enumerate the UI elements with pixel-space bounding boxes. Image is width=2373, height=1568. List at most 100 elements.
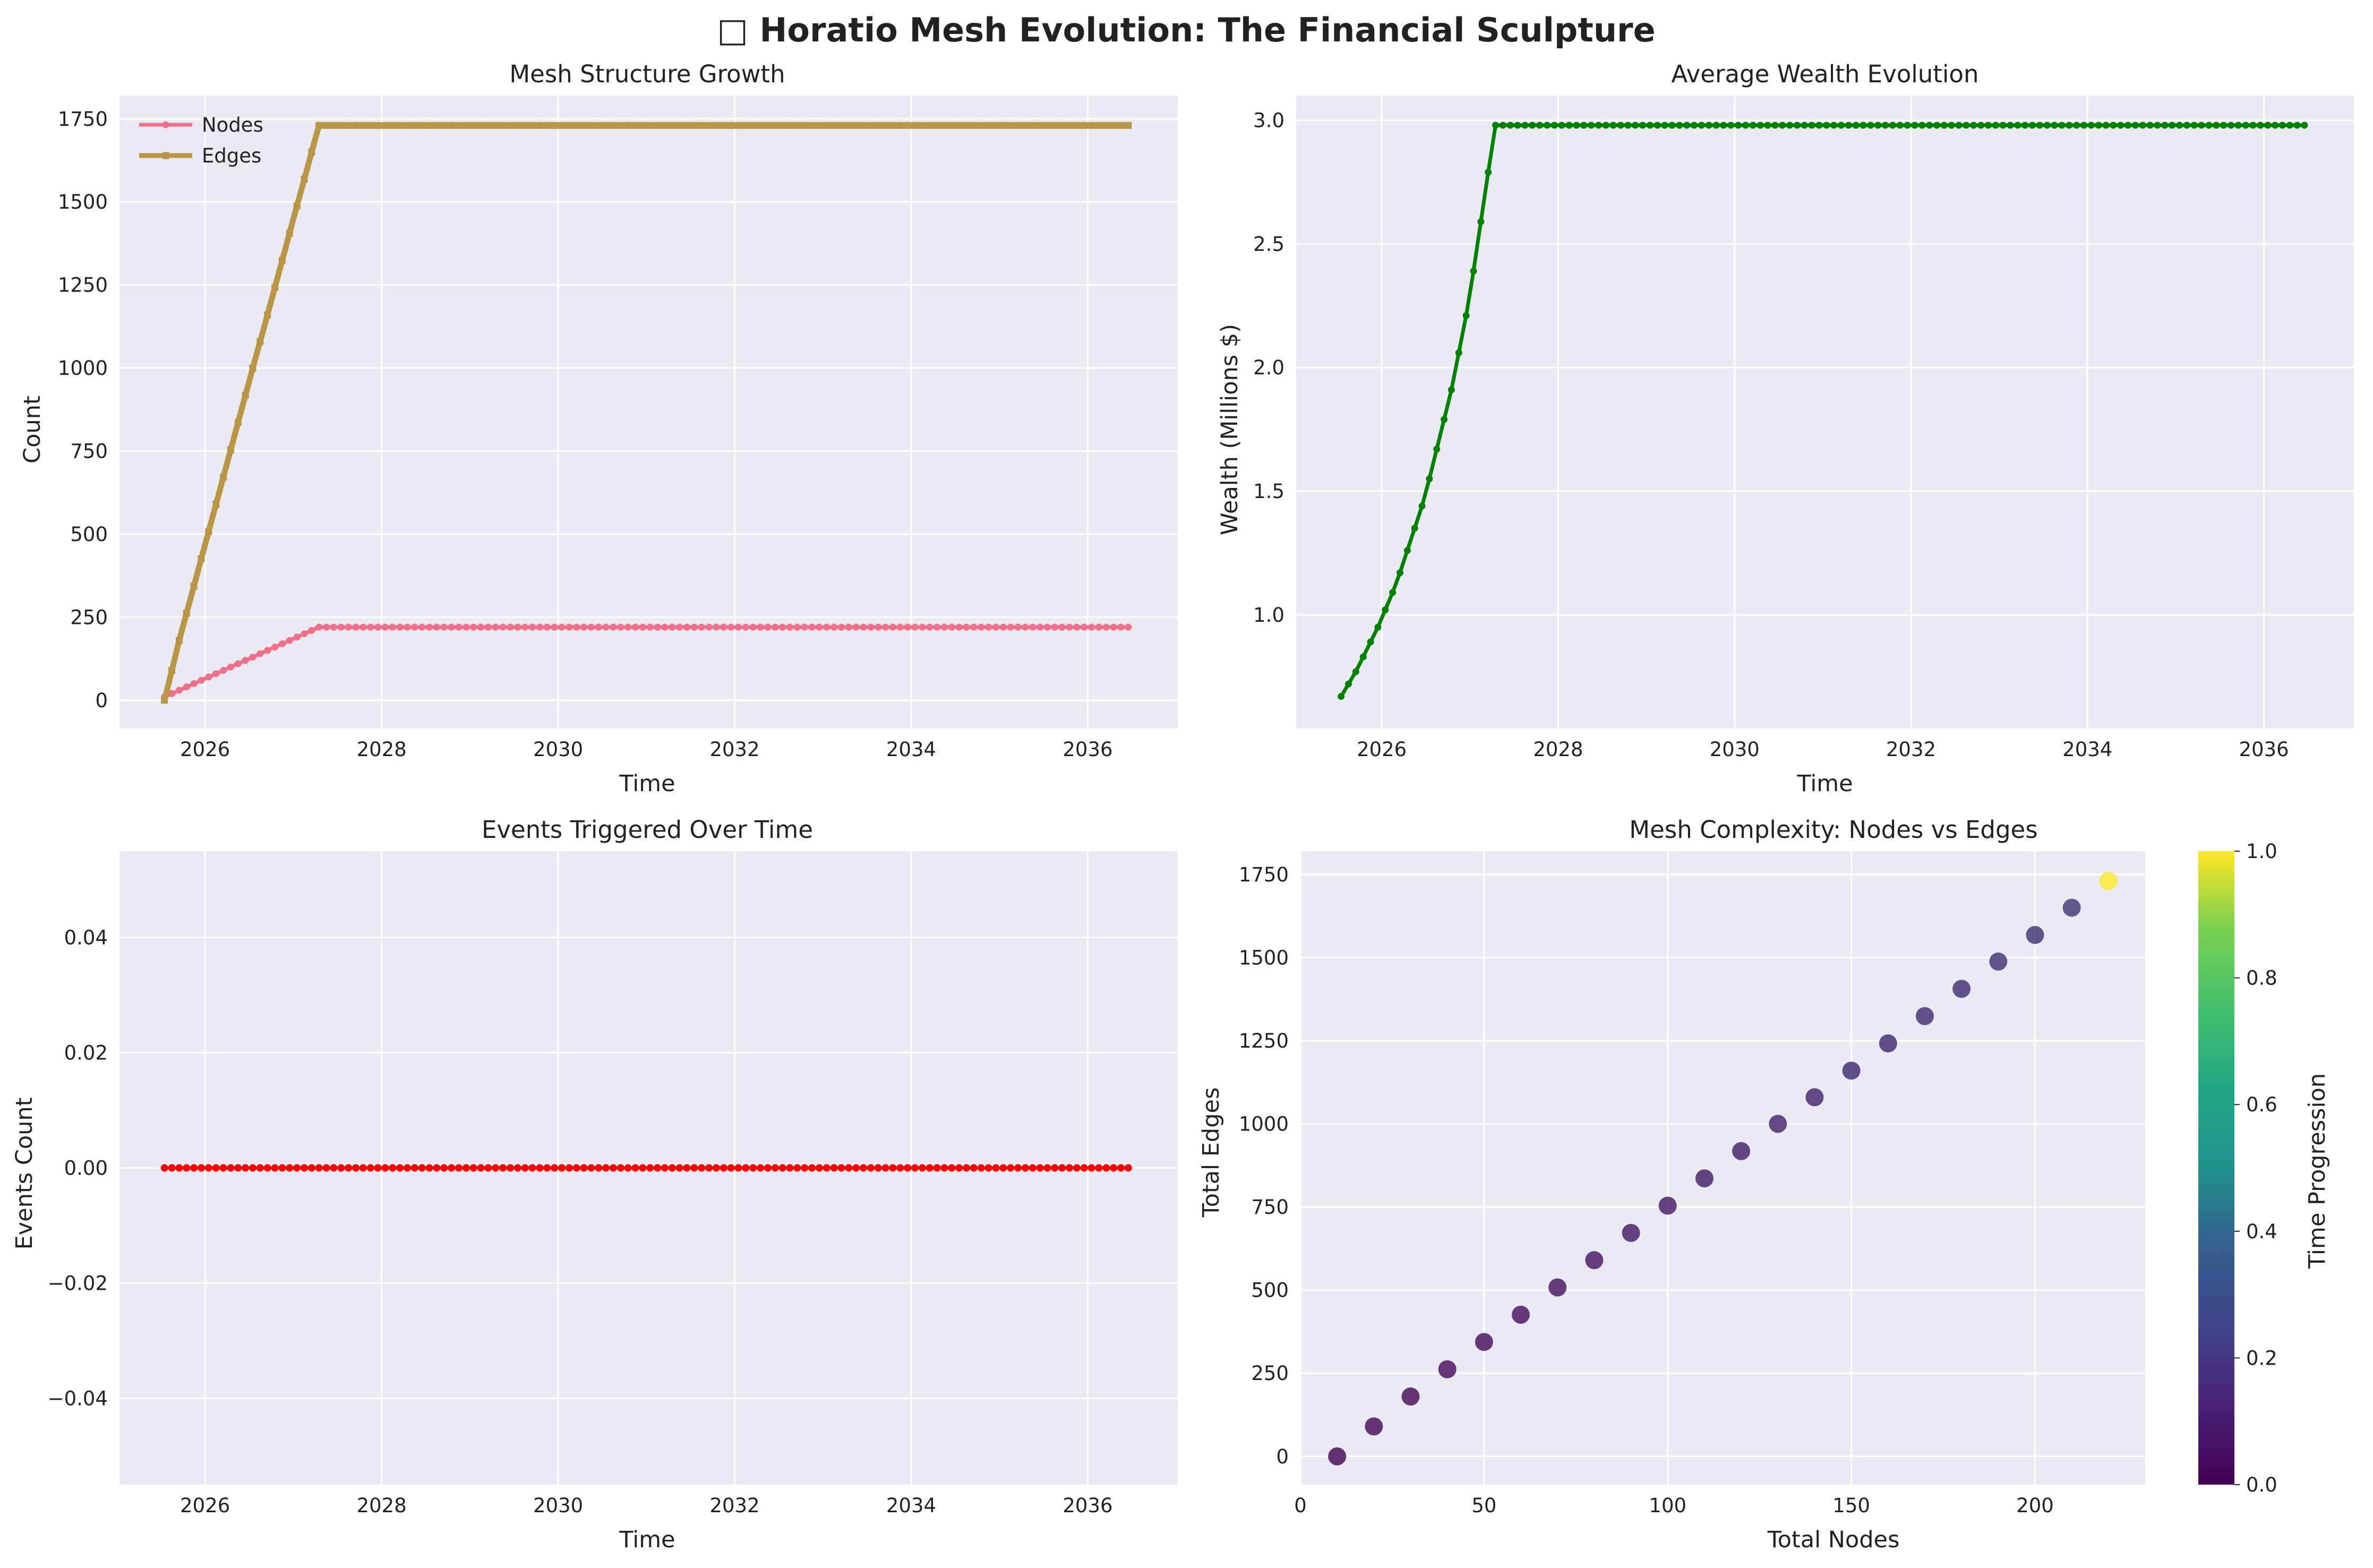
data-point xyxy=(867,623,875,631)
data-point xyxy=(1727,122,1735,129)
data-point xyxy=(301,630,308,638)
data-point xyxy=(227,663,234,671)
x-axis-label: Total Nodes xyxy=(1767,1527,1900,1553)
data-point xyxy=(198,676,205,684)
data-point xyxy=(705,623,713,631)
data-point xyxy=(2234,122,2242,129)
data-point xyxy=(1117,122,1125,129)
data-point xyxy=(212,670,220,678)
data-point xyxy=(573,122,580,129)
colorbar-tick-label: 0.4 xyxy=(2246,1220,2277,1243)
data-point xyxy=(2043,122,2051,129)
data-point xyxy=(1088,623,1095,631)
data-point xyxy=(727,623,735,631)
data-point xyxy=(933,122,941,129)
data-point xyxy=(521,623,529,631)
scatter-point xyxy=(1401,1387,1420,1406)
data-point xyxy=(404,623,411,631)
data-point xyxy=(816,623,823,631)
data-point xyxy=(462,623,470,631)
scatter-point xyxy=(2026,926,2044,944)
data-point xyxy=(1043,1164,1051,1172)
data-point xyxy=(448,1164,456,1172)
data-point xyxy=(2278,122,2286,129)
data-point xyxy=(396,122,404,129)
data-point xyxy=(2213,122,2220,129)
data-point xyxy=(999,623,1007,631)
data-point xyxy=(793,1164,801,1172)
data-point xyxy=(286,637,293,644)
data-point xyxy=(1110,623,1117,631)
data-point xyxy=(801,1164,809,1172)
data-point xyxy=(469,1164,477,1172)
data-point xyxy=(301,1164,309,1172)
data-point xyxy=(271,644,279,651)
data-point xyxy=(301,176,308,183)
data-point xyxy=(175,637,183,644)
data-point xyxy=(396,1164,404,1172)
data-point xyxy=(2249,122,2257,129)
data-point xyxy=(1550,122,1558,129)
data-point xyxy=(911,1164,919,1172)
data-point xyxy=(1125,623,1132,631)
scatter-point xyxy=(1879,1034,1897,1052)
data-point xyxy=(1066,1164,1074,1172)
data-point xyxy=(411,122,418,129)
data-point xyxy=(602,1164,610,1172)
data-point xyxy=(1345,680,1352,688)
scatter-point xyxy=(1365,1417,1383,1436)
data-point xyxy=(1095,1164,1103,1172)
data-point xyxy=(970,623,978,631)
data-point xyxy=(698,623,705,631)
data-point xyxy=(772,122,779,129)
data-point xyxy=(610,623,617,631)
data-point xyxy=(948,1164,956,1172)
data-point xyxy=(448,623,455,631)
data-point xyxy=(404,1164,412,1172)
data-point xyxy=(1433,445,1441,453)
data-point xyxy=(1793,122,1801,129)
scatter-point xyxy=(1805,1088,1824,1107)
data-point xyxy=(867,1164,875,1172)
y-tick-label: 1750 xyxy=(1239,863,1289,886)
data-point xyxy=(654,1164,662,1172)
data-point xyxy=(366,1164,374,1172)
grid xyxy=(1299,851,2145,1485)
data-point xyxy=(698,1164,706,1172)
data-point xyxy=(1808,122,1815,129)
data-point xyxy=(646,122,654,129)
data-point xyxy=(992,122,1000,129)
data-point xyxy=(1852,122,1860,129)
data-point xyxy=(440,122,448,129)
data-point xyxy=(242,1164,250,1172)
data-point xyxy=(963,1164,971,1172)
data-point xyxy=(411,623,418,631)
data-point xyxy=(911,122,919,129)
data-point xyxy=(882,623,889,631)
data-point xyxy=(2301,122,2308,129)
data-point xyxy=(970,122,978,129)
data-point xyxy=(1970,122,1977,129)
data-point xyxy=(669,122,676,129)
y-tick-label: 1250 xyxy=(1239,1030,1289,1052)
data-point xyxy=(426,122,433,129)
data-point xyxy=(1426,475,1433,483)
data-point xyxy=(1455,349,1462,356)
data-point xyxy=(742,1164,750,1172)
data-point xyxy=(462,122,470,129)
data-point xyxy=(374,623,382,631)
panel-average-wealth-evolution: Average Wealth Evolution Time Wealth (Mi… xyxy=(1217,60,2354,797)
data-point xyxy=(278,1164,286,1172)
data-point xyxy=(337,1164,345,1172)
data-point xyxy=(720,122,727,129)
data-point xyxy=(1536,122,1544,129)
data-point xyxy=(1389,589,1397,596)
data-point xyxy=(492,1164,500,1172)
data-point xyxy=(440,623,448,631)
data-point xyxy=(234,419,242,426)
data-point xyxy=(757,1164,765,1172)
data-point xyxy=(566,623,573,631)
x-tick-label: 2032 xyxy=(709,1494,759,1517)
data-point xyxy=(2117,122,2124,129)
